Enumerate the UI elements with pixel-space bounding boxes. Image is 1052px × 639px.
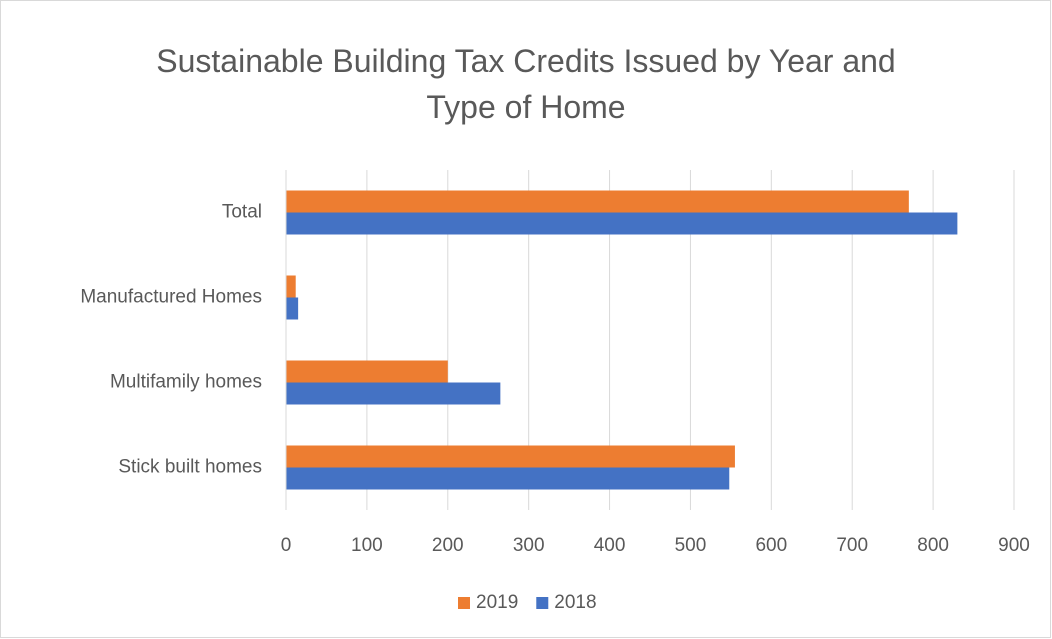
bar [286, 360, 448, 383]
x-tick-label: 100 [351, 535, 383, 556]
x-tick-label: 400 [594, 535, 626, 556]
chart-title: Sustainable Building Tax Credits Issued … [156, 43, 896, 125]
bar [286, 297, 299, 320]
x-tick-label: 0 [281, 535, 292, 556]
y-tick-label: Manufactured Homes [80, 287, 262, 308]
bar [286, 445, 735, 468]
x-tick-label: 600 [755, 535, 787, 556]
legend-label: 2019 [476, 592, 518, 613]
x-tick-label: 500 [675, 535, 707, 556]
y-tick-label: Total [222, 202, 262, 223]
x-tick-label: 800 [917, 535, 949, 556]
legend-label: 2018 [554, 592, 596, 613]
bar [286, 382, 501, 405]
y-tick-label: Multifamily homes [110, 372, 262, 393]
x-tick-label: 700 [836, 535, 868, 556]
y-tick-label: Stick built homes [118, 457, 262, 478]
legend-swatch [458, 597, 470, 609]
bar [286, 467, 730, 490]
x-tick-label: 200 [432, 535, 464, 556]
legend-swatch [536, 597, 549, 609]
x-tick-label: 900 [998, 535, 1030, 556]
bar [286, 190, 909, 213]
bar [286, 275, 296, 298]
bar [286, 212, 958, 235]
x-tick-label: 300 [513, 535, 545, 556]
